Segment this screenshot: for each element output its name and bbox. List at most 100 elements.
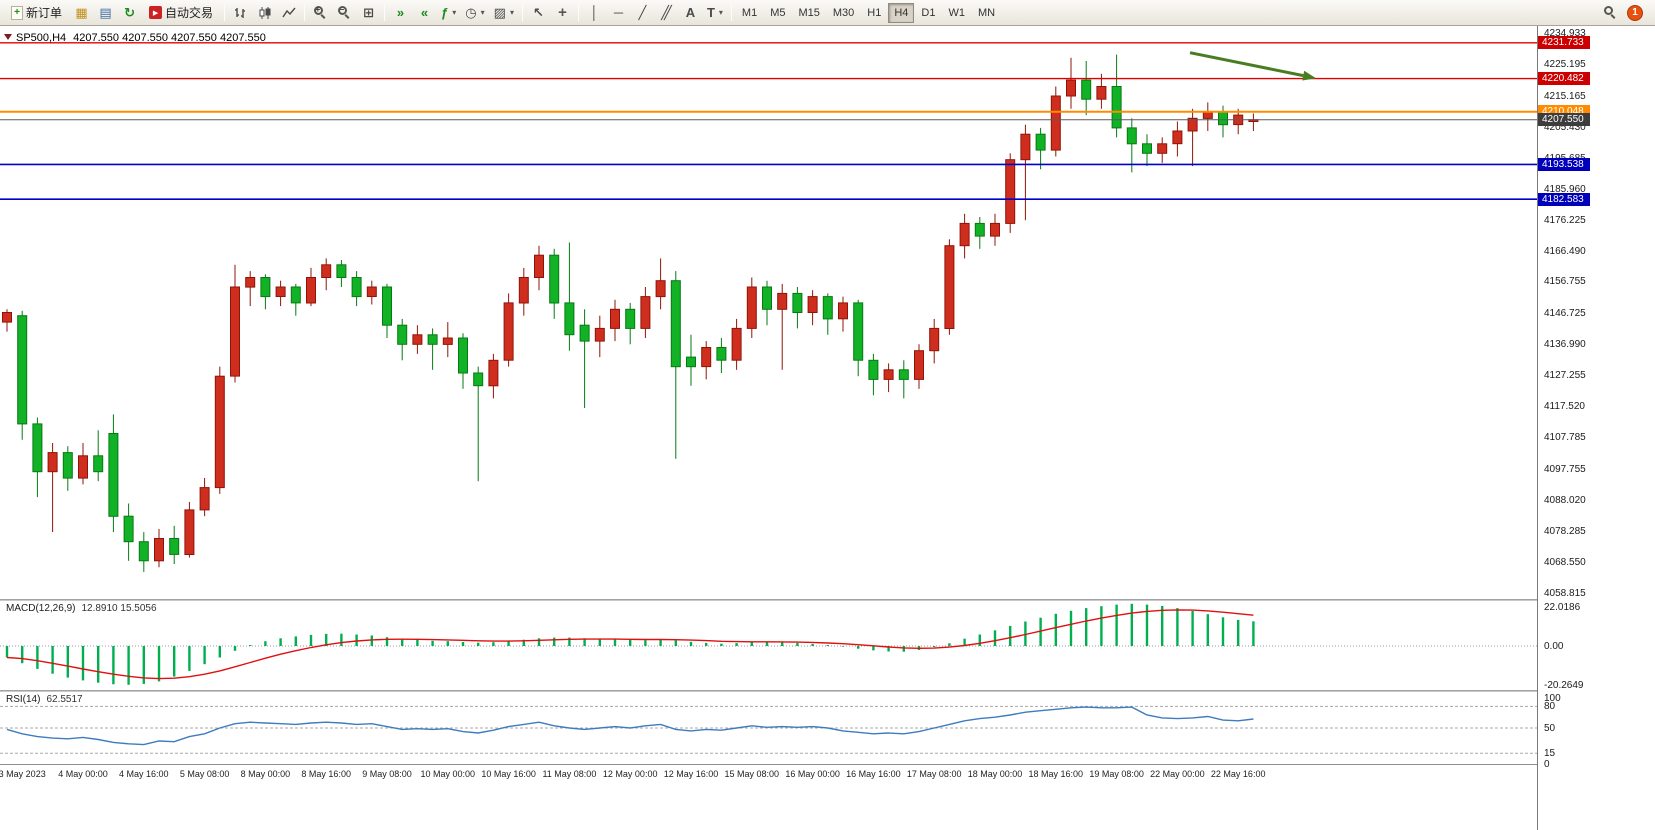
tile-windows-button[interactable]: ⊞ [357, 2, 380, 23]
crosshair-button[interactable]: + [551, 2, 574, 23]
templates-icon: ▨ [493, 5, 506, 20]
ohlc-values: 4207.550 4207.550 4207.550 4207.550 [73, 32, 266, 44]
text-tool-button[interactable]: A [679, 2, 702, 23]
rsi-tick: 0 [1544, 759, 1550, 770]
time-axis-label: 22 May 00:00 [1150, 769, 1205, 779]
panel-splitter-rsi[interactable] [0, 690, 1655, 692]
vertical-line-button[interactable]: │ [583, 2, 606, 23]
cursor-button[interactable]: ↖ [527, 2, 550, 23]
rsi-indicator-label: RSI(14) 62.5517 [6, 694, 83, 705]
horizontal-line-button[interactable]: ─ [607, 2, 630, 23]
one-click-trading-toggle-icon[interactable] [4, 34, 12, 40]
timeframe-h1-button[interactable]: H1 [861, 3, 887, 23]
arrows-tool-button[interactable]: T ▾ [703, 2, 727, 23]
time-axis[interactable]: 3 May 2023 4 May 00:00 4 May 16:00 5 May 08… [0, 767, 1537, 783]
timeframe-d1-button[interactable]: D1 [915, 3, 941, 23]
auto-scroll-icon: » [396, 5, 405, 20]
time-axis-label: 5 May 08:00 [179, 769, 230, 779]
zoom-in-button[interactable]: + [309, 2, 332, 23]
profiles-icon: ▤ [99, 5, 112, 20]
time-axis-label: 12 May 16:00 [663, 769, 719, 779]
periods-button[interactable]: ◷ ▾ [461, 2, 488, 23]
price-level-badge: 4231.733 [1538, 36, 1590, 50]
timeframe-m1-button[interactable]: M1 [736, 3, 763, 23]
zoom-in-icon: + [313, 5, 328, 20]
price-tick: 4225.195 [1544, 58, 1586, 70]
rsi-tick: 50 [1544, 723, 1556, 734]
indicators-caret-icon: ▾ [452, 7, 457, 17]
time-axis-label: 18 May 00:00 [967, 769, 1023, 779]
zoom-out-button[interactable]: − [333, 2, 356, 23]
price-tick: 4234.933 [1544, 27, 1586, 39]
new-order-label: 新订单 [26, 6, 63, 20]
new-order-button[interactable]: + 新订单 [4, 2, 69, 23]
toolbar-separator [730, 4, 732, 21]
chart-shift-icon: « [420, 5, 429, 20]
price-level-badge: 4182.583 [1538, 192, 1590, 206]
macd-plot[interactable] [0, 601, 1537, 690]
price-tick: 4205.430 [1544, 121, 1586, 133]
price-tick: 4117.520 [1544, 401, 1585, 413]
price-tick: 4097.755 [1544, 464, 1586, 476]
candlestick-plot[interactable] [0, 26, 1537, 599]
vertical-line-icon: │ [590, 5, 599, 20]
trendline-button[interactable]: ╱ [631, 2, 654, 23]
cursor-icon: ↖ [533, 5, 544, 20]
toolbar: + 新订单 ▦ ▤ ↻ ▶ 自动交易 [0, 0, 1655, 26]
timeframe-mn-button[interactable]: MN [972, 3, 1001, 23]
channel-button[interactable]: ╱╱ [655, 2, 678, 23]
rsi-values: 62.5517 [46, 694, 83, 705]
macd-values: 12.8910 15.5056 [81, 603, 157, 614]
time-axis-label: 18 May 16:00 [1028, 769, 1084, 779]
bar-chart-button[interactable] [229, 2, 252, 23]
horizontal-line-icon: ─ [613, 5, 624, 20]
search-button[interactable] [1599, 2, 1622, 23]
price-level-badge: 4207.550 [1538, 113, 1590, 127]
price-tick: 4058.815 [1544, 588, 1586, 600]
time-axis-label: 10 May 00:00 [420, 769, 476, 779]
time-axis-label: 9 May 08:00 [362, 769, 412, 779]
timeframe-h4-button[interactable]: H4 [888, 2, 915, 23]
time-axis-label: 19 May 08:00 [1089, 769, 1144, 779]
line-chart-icon [281, 6, 296, 20]
auto-trading-button[interactable]: ▶ 自动交易 [142, 2, 220, 23]
price-tick: 4136.990 [1544, 339, 1586, 351]
time-axis-label: 8 May 16:00 [301, 769, 351, 779]
timeframe-m30-button[interactable]: M30 [827, 3, 860, 23]
arrows-tool-icon: T [706, 5, 715, 20]
candlestick-button[interactable] [253, 2, 276, 23]
panel-splitter-macd[interactable] [0, 599, 1655, 601]
macd-tick: 0.00 [1544, 641, 1564, 652]
time-axis-label: 10 May 16:00 [481, 769, 536, 779]
price-axis[interactable]: 4234.9334225.1954215.1654205.4304195.685… [1537, 26, 1655, 830]
toolbar-separator [577, 4, 579, 21]
auto-scroll-button[interactable]: » [389, 2, 412, 23]
rsi-plot[interactable] [0, 692, 1537, 764]
timeframe-w1-button[interactable]: W1 [942, 3, 971, 23]
tile-windows-icon: ⊞ [363, 5, 374, 20]
refresh-button[interactable]: ↻ [118, 2, 141, 23]
price-tick: 4176.225 [1544, 214, 1586, 226]
rsi-tick: 15 [1544, 748, 1556, 760]
notification-badge[interactable]: 1 [1627, 4, 1643, 21]
profiles-button[interactable]: ▤ [94, 2, 117, 23]
periods-icon: ◷ [465, 5, 477, 20]
timeframe-m5-button[interactable]: M5 [764, 3, 791, 23]
text-tool-icon: A [685, 5, 696, 20]
price-tick: 4088.020 [1544, 495, 1586, 507]
new-order-icon: + [11, 5, 23, 20]
time-axis-label: 15 May 08:00 [724, 769, 780, 779]
indicators-button[interactable]: ƒ ▾ [437, 2, 460, 23]
new-chart-button[interactable]: ▦ [70, 2, 93, 23]
timeframe-m15-button[interactable]: M15 [792, 3, 825, 23]
price-tick: 4127.255 [1544, 370, 1586, 382]
equidistant-channel-icon: ╱╱ [661, 5, 671, 20]
toolbar-separator [224, 4, 226, 21]
macd-title: MACD(12,26,9) [6, 603, 76, 614]
candlestick-icon [258, 6, 272, 20]
chart-shift-button[interactable]: « [413, 2, 436, 23]
zoom-out-icon: − [337, 5, 352, 20]
templates-button[interactable]: ▨ ▾ [490, 2, 518, 23]
line-chart-button[interactable] [277, 2, 300, 23]
